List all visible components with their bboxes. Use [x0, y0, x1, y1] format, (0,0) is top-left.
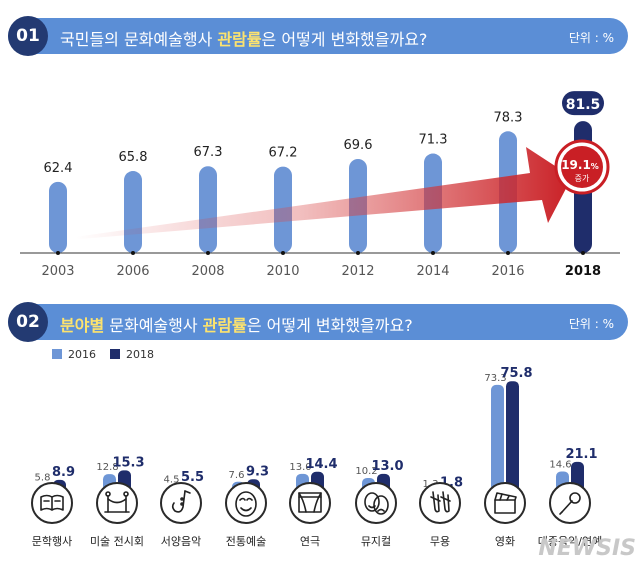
year-label-2003: 2003	[41, 264, 74, 279]
theater-icon	[289, 482, 331, 524]
legend-swatch-2018	[110, 349, 120, 359]
section2-number: 02	[8, 302, 48, 342]
saxophone-icon	[160, 482, 202, 524]
increase-arrow	[75, 147, 572, 239]
value-label-2016-연극: 13.0	[289, 462, 311, 473]
value-label-2018-연극: 14.4	[305, 457, 337, 472]
year-label-2006: 2006	[116, 264, 149, 279]
category-label-문학행사: 문학행사	[32, 535, 72, 548]
legend-label-2016: 2016	[68, 348, 96, 361]
section1-unit: 단위 : %	[568, 31, 614, 45]
value-label-2018-미술 전시회: 15.3	[112, 455, 144, 470]
value-label-2016-뮤지컬: 10.2	[355, 466, 377, 477]
year-label-2016: 2016	[491, 264, 524, 279]
axis-dot-2018	[581, 251, 585, 255]
section1-banner: 01 국민들의 문화예술행사 관람률은 어떻게 변화했을까요? 단위 : %	[8, 16, 628, 56]
section2-title-mid: 문화예술행사	[104, 316, 203, 335]
bar-2006	[124, 171, 142, 253]
increase-value: 19.1	[561, 158, 591, 172]
bar-2016-영화	[491, 384, 504, 499]
category-label-전통예술: 전통예술	[226, 535, 266, 548]
book-icon	[31, 482, 73, 524]
section2-title-highlight1: 분야별	[60, 316, 105, 335]
category-label-연극: 연극	[300, 535, 320, 548]
value-label-2016: 78.3	[494, 110, 523, 125]
value-label-2016-영화: 73.3	[484, 373, 506, 384]
svg-text:19.1%: 19.1%	[561, 158, 599, 172]
value-label-2018-대중음악/연예: 21.1	[565, 447, 597, 462]
legend: 2016 2018	[52, 348, 154, 361]
ballet-shoes-icon	[419, 482, 461, 524]
value-label-2010: 67.2	[269, 146, 298, 161]
value-label-2018-영화: 75.8	[500, 366, 532, 381]
year-label-2010: 2010	[266, 264, 299, 279]
watermark: NEWSIS	[538, 536, 636, 561]
value-label-2018: 81.5	[566, 97, 601, 113]
section2-title-post: 은 어떻게 변화했을까요?	[246, 316, 413, 335]
section2-banner: 02 분야별 문화예술행사 관람률은 어떻게 변화했을까요? 단위 : %	[8, 302, 628, 342]
increase-pct: %	[591, 162, 599, 171]
value-label-2006: 65.8	[119, 150, 148, 165]
legend-swatch-2016	[52, 349, 62, 359]
category-label-미술 전시회: 미술 전시회	[90, 535, 144, 548]
category-label-영화: 영화	[495, 535, 515, 548]
value-label-2018-서양음악: 5.5	[181, 470, 204, 485]
overall-rate-chart: 62.4 2003 65.8 2006 67.3 2008 67.2 2010 69.6 2012…	[20, 91, 620, 279]
year-label-2008: 2008	[191, 264, 224, 279]
category-rate-chart: 2016 2018 5.8 8.9 문학행사 12.815.3 미술 전시회 4.5 5.5 서…	[31, 348, 636, 561]
section1-title: 국민들의 문화예술행사 관람률은 어떻게 변화했을까요?	[60, 26, 427, 50]
category-label-서양음악: 서양음악	[161, 535, 201, 548]
year-label-2012: 2012	[341, 264, 374, 279]
increase-badge-fill	[561, 146, 603, 188]
category-label-대중음악/연예: 대중음악/연예	[538, 535, 602, 548]
section1-title-pre: 국민들의 문화예술행사	[60, 30, 218, 49]
axis-dot-2006	[131, 251, 135, 255]
legend-label-2018: 2018	[126, 348, 154, 361]
increase-badge: 19.1% 증가	[554, 139, 610, 195]
section2-title: 분야별 문화예술행사 관람률은 어떻게 변화했을까요?	[60, 312, 413, 336]
category-label-뮤지컬: 뮤지컬	[361, 535, 391, 548]
axis-dot-2016	[506, 251, 510, 255]
value-label-2016-대중음악/연예: 14.6	[549, 459, 571, 470]
category-label-무용: 무용	[430, 535, 450, 548]
highlight-label-bg	[562, 91, 604, 116]
section2-title-highlight2: 관람률	[202, 316, 247, 335]
comedy-tragedy-icon	[355, 482, 397, 524]
year-label-2018: 2018	[565, 264, 601, 279]
section1-title-highlight: 관람률	[217, 30, 262, 49]
bar-2018-영화	[506, 381, 519, 499]
axis-dot-2014	[431, 251, 435, 255]
section2-unit: 단위 : %	[568, 317, 614, 331]
axis-dot-2003	[56, 251, 60, 255]
bar-2008	[199, 166, 217, 253]
gallery-icon	[96, 482, 138, 524]
value-label-2016-전통예술: 7.6	[229, 470, 245, 481]
value-label-2003: 62.4	[44, 161, 73, 176]
value-label-2016-미술 전시회: 12.8	[96, 462, 118, 473]
axis-dot-2010	[281, 251, 285, 255]
section1-title-post: 은 어떻게 변화했을까요?	[261, 30, 428, 49]
value-label-2008: 67.3	[194, 145, 223, 160]
value-label-2018-전통예술: 9.3	[246, 464, 269, 479]
mask-icon	[225, 482, 267, 524]
value-label-2012: 69.6	[344, 138, 373, 153]
value-label-2018-뮤지컬: 13.0	[371, 459, 403, 474]
value-label-2018-문학행사: 8.9	[52, 465, 75, 480]
microphone-icon	[549, 482, 591, 524]
clapperboard-icon	[484, 482, 526, 524]
bar-2003	[49, 181, 67, 253]
axis-dot-2008	[206, 251, 210, 255]
value-label-2014: 71.3	[419, 133, 448, 148]
increase-label: 증가	[575, 174, 590, 183]
axis-dot-2012	[356, 251, 360, 255]
year-label-2014: 2014	[416, 264, 449, 279]
section1-number: 01	[8, 16, 48, 56]
value-label-2016-서양음악: 4.5	[164, 474, 180, 485]
value-label-2016-문학행사: 5.8	[35, 472, 51, 483]
